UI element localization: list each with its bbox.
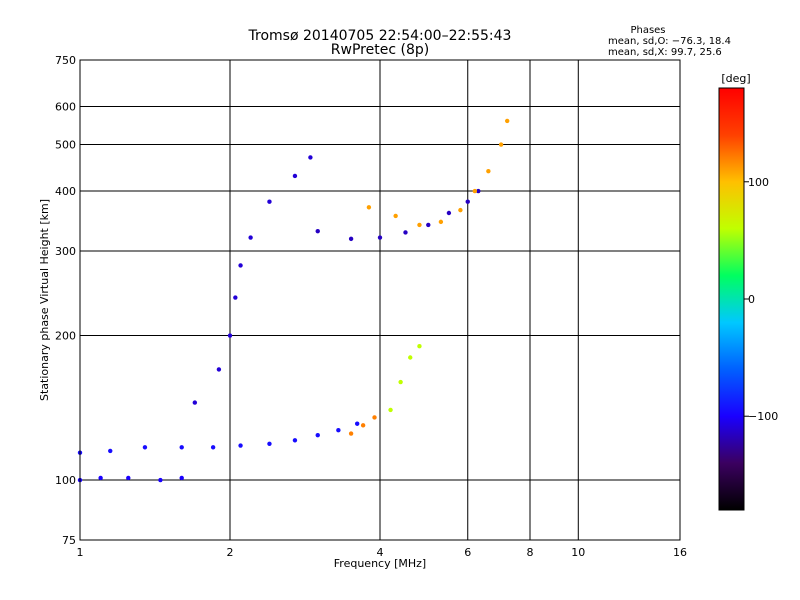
colorbar-ticks: 100 0 −100	[744, 176, 778, 423]
y-tick-label: 100	[55, 474, 76, 487]
data-point	[417, 222, 422, 228]
data-point	[486, 168, 491, 174]
data-point	[233, 295, 238, 300]
data-point	[417, 344, 422, 349]
data-point	[398, 379, 403, 385]
plot-area	[79, 59, 681, 541]
data-point	[393, 213, 398, 219]
data-point	[238, 263, 243, 268]
data-point	[472, 188, 478, 194]
data-point	[372, 415, 377, 420]
data-point	[465, 199, 470, 204]
y-tick-label: 300	[55, 245, 76, 258]
data-point	[158, 477, 163, 483]
y-tick-label: 500	[55, 139, 76, 152]
data-point	[227, 333, 233, 338]
data-point	[408, 355, 413, 360]
colorbar-label: [deg]	[721, 72, 750, 85]
chart-subtitle: RwPretec (8p)	[331, 42, 429, 58]
phase-stats-heading: Phases	[630, 25, 665, 36]
data-point	[348, 431, 354, 436]
y-tick-label: 600	[55, 101, 76, 114]
data-point	[504, 118, 510, 124]
y-axis-label: Stationary phase Virtual Height [km]	[38, 199, 51, 401]
x-tick-label: 10	[571, 546, 585, 559]
colorbar	[718, 87, 745, 511]
data-point	[336, 428, 341, 433]
data-point	[403, 230, 408, 235]
x-tick-label: 6	[464, 546, 471, 559]
x-axis-label: Frequency [MHz]	[334, 557, 426, 570]
x-tick-label: 4	[377, 546, 384, 559]
data-point	[354, 421, 360, 426]
data-point	[377, 235, 383, 240]
data-point	[315, 432, 320, 438]
data-point	[446, 210, 452, 216]
data-point	[366, 205, 372, 210]
data-point	[267, 199, 272, 204]
data-point	[348, 236, 354, 242]
data-point	[308, 155, 313, 160]
phase-stats-x: mean, sd,X: 99.7, 25.6	[608, 47, 722, 58]
data-point	[98, 475, 103, 481]
data-point	[315, 228, 320, 234]
data-point	[179, 475, 184, 481]
y-tick-label: 400	[55, 185, 76, 198]
data-point	[292, 173, 298, 179]
x-tick-label: 1	[77, 546, 84, 559]
y-tick-label: 200	[55, 330, 76, 343]
y-tick-label: 75	[62, 534, 76, 547]
data-point	[458, 207, 463, 213]
data-point	[179, 445, 184, 450]
data-point	[360, 423, 366, 428]
y-axis: 75 100 200 300 400 500 600 750	[55, 54, 76, 547]
data-point	[476, 188, 481, 194]
data-point	[108, 448, 113, 454]
data-point	[192, 400, 198, 405]
x-axis: 1 2 4 6 8 10 16	[77, 546, 688, 559]
data-point	[498, 142, 504, 147]
data-point	[126, 475, 131, 481]
data-point	[426, 222, 431, 228]
chart-title: Tromsø 20140705 22:54:00–22:55:43	[248, 28, 512, 44]
data-points	[77, 118, 510, 483]
data-point	[438, 219, 444, 225]
data-point	[292, 438, 298, 443]
y-tick-label: 750	[55, 54, 76, 67]
phase-stats-o: mean, sd,O: −76.3, 18.4	[608, 36, 731, 47]
colorbar-tick-label: 100	[748, 176, 769, 189]
data-point	[238, 443, 243, 448]
data-point	[267, 441, 272, 446]
x-tick-label: 16	[673, 546, 687, 559]
x-tick-label: 8	[527, 546, 534, 559]
data-point	[216, 367, 222, 372]
data-point	[248, 235, 253, 240]
grid-lines	[80, 60, 680, 540]
colorbar-tick-label: 0	[748, 293, 755, 306]
x-tick-label: 2	[227, 546, 234, 559]
data-point	[388, 407, 393, 413]
data-point	[142, 445, 148, 450]
colorbar-tick-label: −100	[748, 410, 778, 423]
data-point	[210, 445, 216, 450]
